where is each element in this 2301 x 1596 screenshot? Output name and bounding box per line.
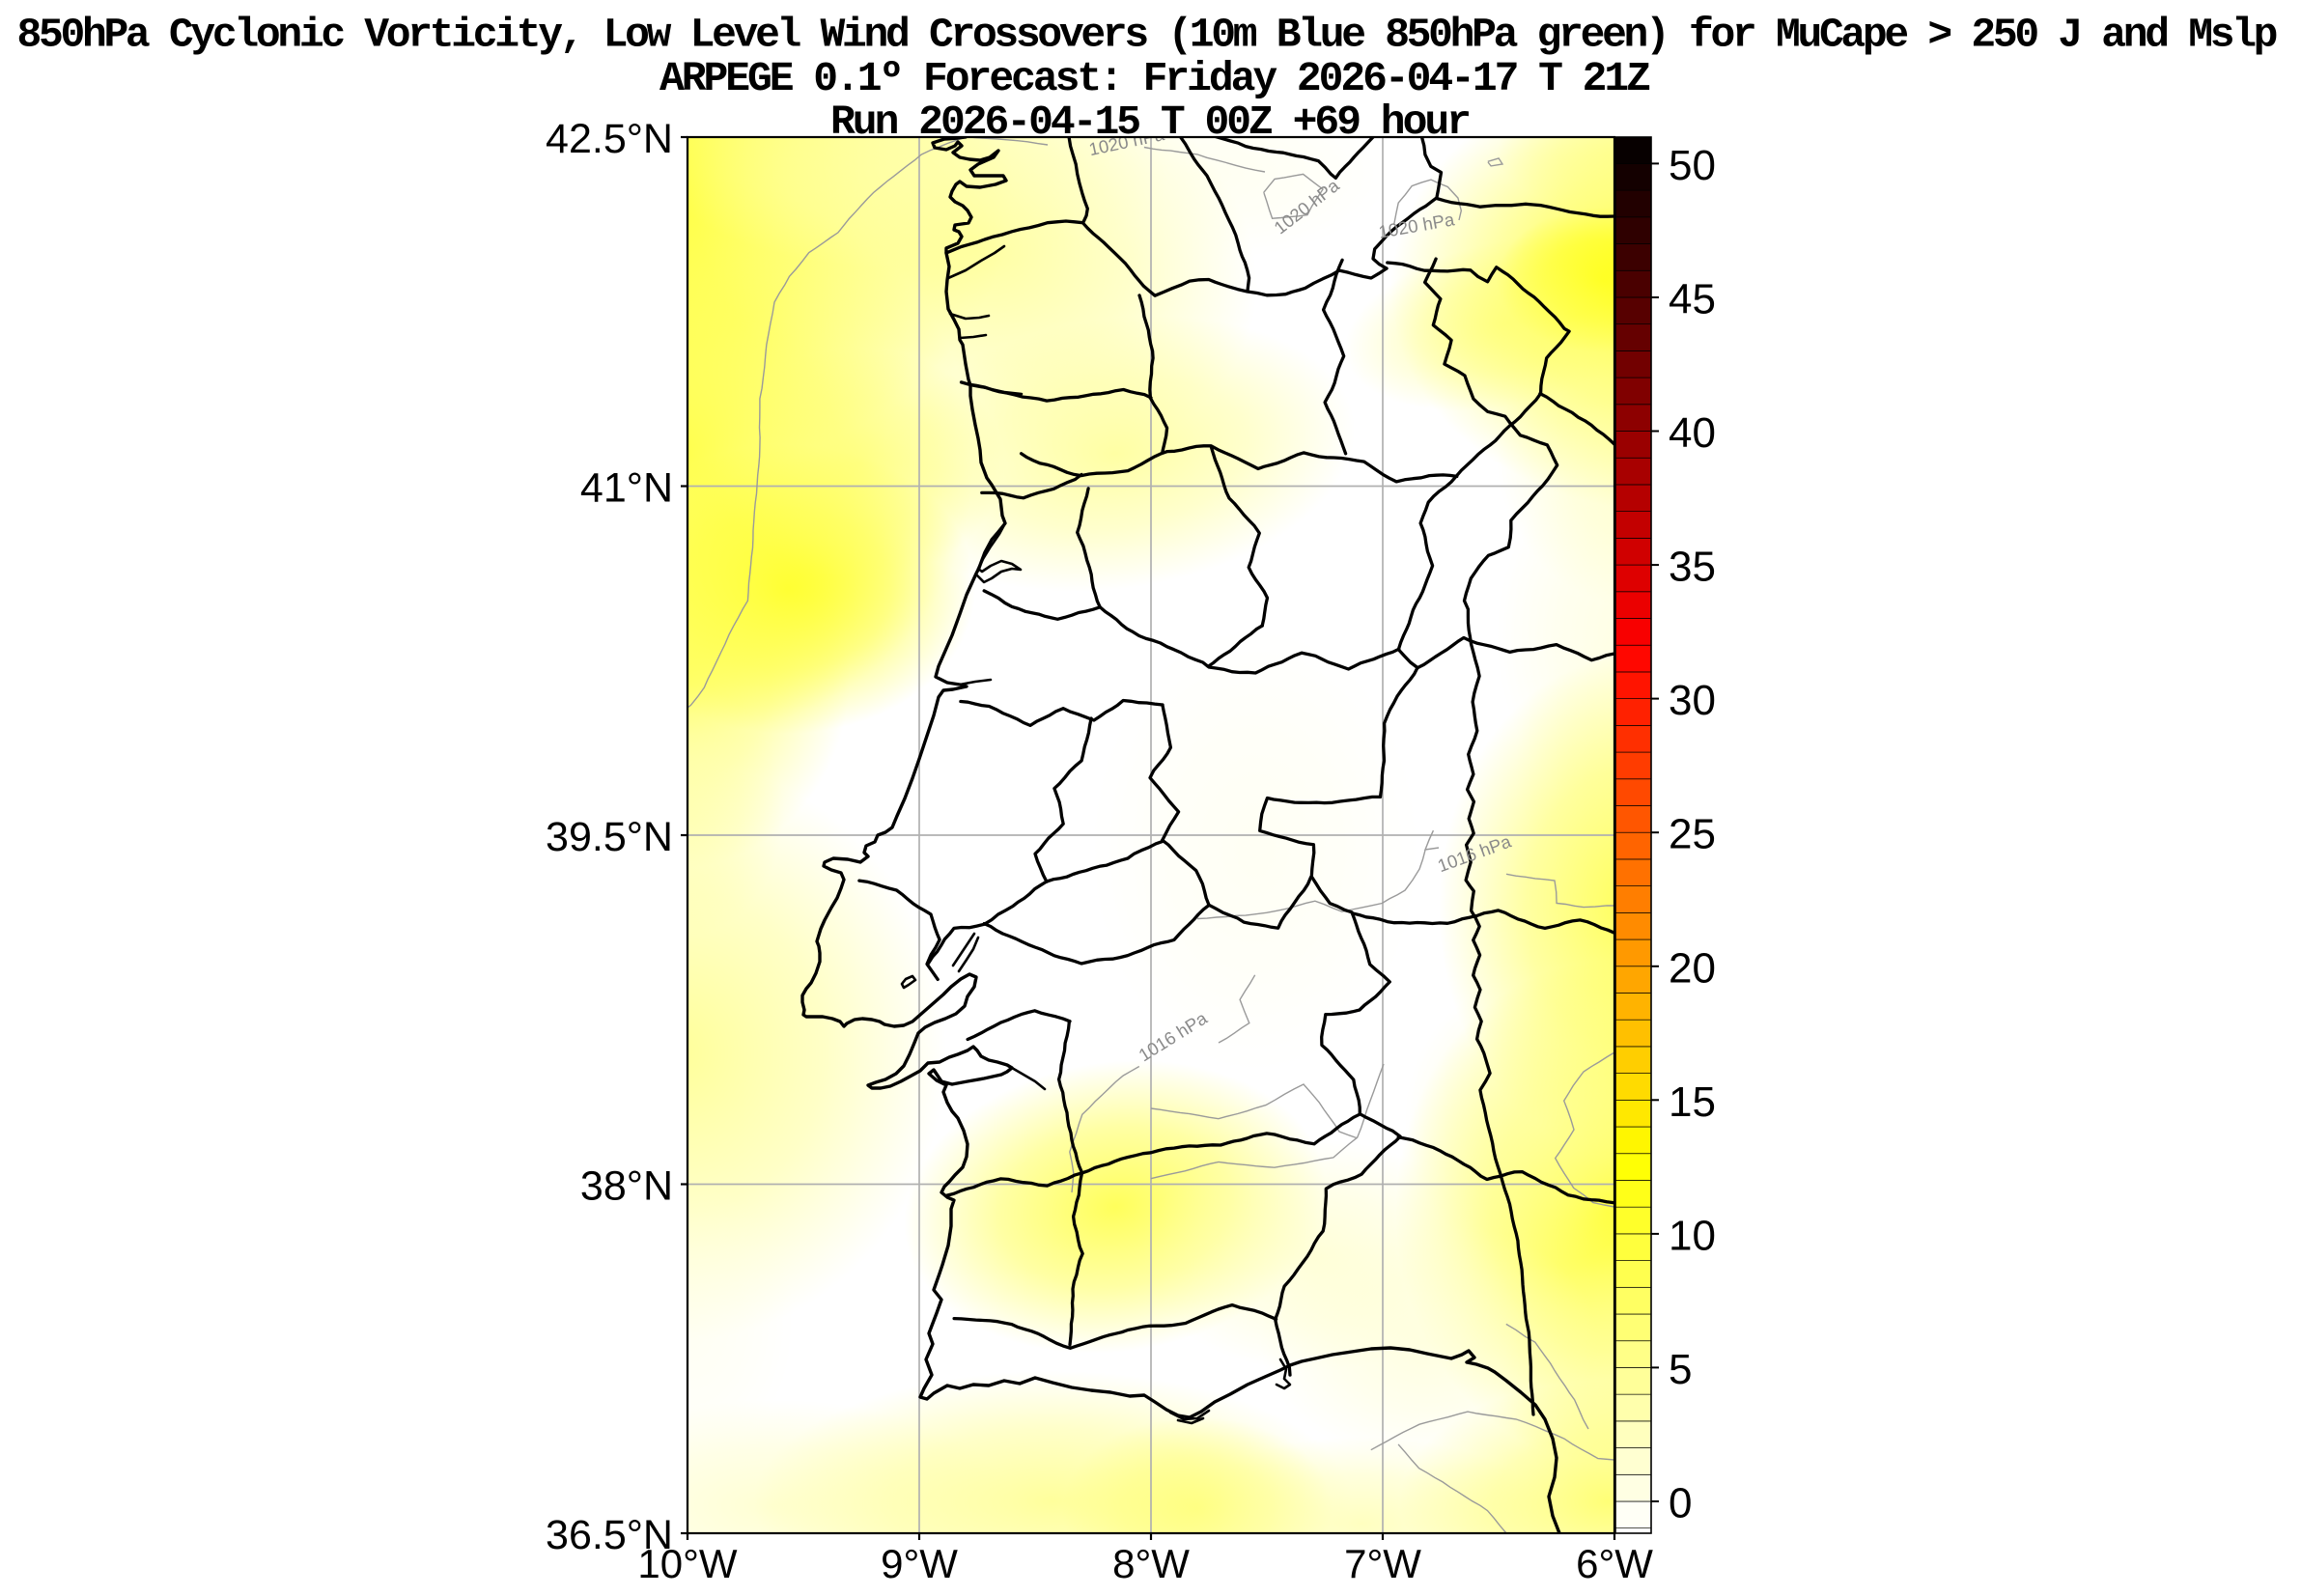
svg-text:15: 15: [1669, 1078, 1716, 1126]
svg-text:9°W: 9°W: [881, 1541, 958, 1586]
svg-text:38°N: 38°N: [580, 1163, 673, 1210]
svg-text:45: 45: [1669, 276, 1716, 323]
svg-text:30: 30: [1669, 677, 1716, 724]
svg-text:0: 0: [1669, 1480, 1692, 1527]
svg-text:25: 25: [1669, 811, 1716, 858]
svg-text:ARPEGE 0.1º Forecast: Friday 2: ARPEGE 0.1º Forecast: Friday 2026-04-17 …: [659, 55, 1651, 102]
svg-text:39.5°N: 39.5°N: [546, 814, 673, 860]
svg-text:850hPa Cyclonic Vorticity, Low: 850hPa Cyclonic Vorticity, Low Level Win…: [17, 12, 2279, 59]
svg-text:20: 20: [1669, 944, 1716, 992]
svg-text:8°W: 8°W: [1112, 1541, 1190, 1586]
svg-text:36.5°N: 36.5°N: [546, 1512, 673, 1558]
svg-text:42.5°N: 42.5°N: [546, 116, 673, 162]
svg-text:35: 35: [1669, 544, 1716, 591]
svg-text:50: 50: [1669, 142, 1716, 189]
svg-text:40: 40: [1669, 409, 1716, 457]
svg-text:Run 2026-04-15 T 00Z +69 hour: Run 2026-04-15 T 00Z +69 hour: [830, 98, 1472, 146]
svg-text:10°W: 10°W: [637, 1541, 738, 1586]
svg-text:7°W: 7°W: [1344, 1541, 1421, 1586]
svg-text:6°W: 6°W: [1576, 1541, 1653, 1586]
svg-text:10: 10: [1669, 1212, 1716, 1259]
svg-text:41°N: 41°N: [580, 465, 673, 512]
svg-text:5: 5: [1669, 1346, 1692, 1393]
